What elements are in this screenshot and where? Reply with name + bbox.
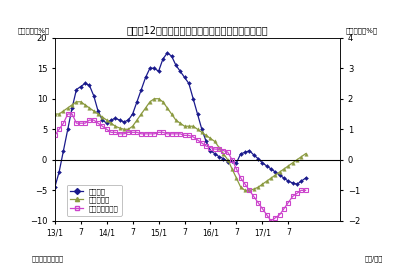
- Text: （前年比，%）: （前年比，%）: [345, 27, 377, 34]
- Legend: 投資信託, 金銭の信託, 準通貨（右軸）: 投資信託, 金銭の信託, 準通貨（右軸）: [67, 185, 122, 216]
- Text: （年/月）: （年/月）: [365, 255, 383, 262]
- Text: （資料）日本銀行: （資料）日本銀行: [32, 255, 64, 262]
- Title: （図表12）投資信託・金銭の信託・準通貨の伸び率: （図表12）投資信託・金銭の信託・準通貨の伸び率: [127, 26, 268, 36]
- Text: （前年比，%）: （前年比，%）: [18, 27, 50, 34]
